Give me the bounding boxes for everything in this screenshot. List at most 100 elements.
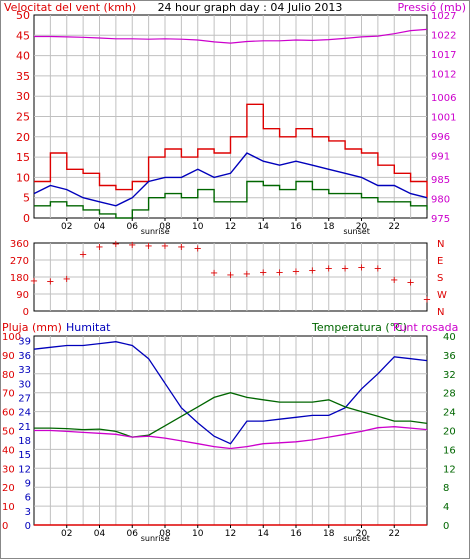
- rain-tick-label: 100: [2, 332, 21, 343]
- compass-label: N: [437, 239, 444, 250]
- wind-tick-label: 15: [16, 151, 30, 164]
- sunrise-label: sunrise: [141, 534, 170, 543]
- humidity-tick-label: 27: [18, 393, 31, 404]
- temperature-line: [34, 392, 428, 438]
- x-tick-label: 02: [61, 222, 72, 232]
- wind-tick-label: 45: [16, 29, 30, 42]
- humidity-tick-label: 21: [18, 422, 31, 433]
- direction-tick-label: 270: [10, 256, 29, 267]
- wind-avg-series: [33, 152, 428, 207]
- humidity-axis-label: Humitat: [66, 321, 111, 334]
- rain-tick-label: 20: [2, 483, 15, 494]
- pressure-tick-label: 985: [431, 175, 450, 186]
- direction-point: +: [95, 242, 103, 253]
- x-tick-label: 10: [192, 529, 204, 539]
- x-tick-label: 20: [356, 222, 368, 232]
- humidity-tick-label: 6: [25, 493, 31, 504]
- pressure-axis-label: Pressió (mb): [397, 1, 466, 14]
- x-tick-label: 08: [159, 222, 171, 232]
- x-tick-label: 04: [94, 529, 106, 539]
- direction-point: +: [259, 267, 267, 278]
- pressure-tick-label: 1001: [431, 113, 456, 124]
- direction-tick-label: 360: [10, 239, 29, 250]
- temperature-tick-label: 36: [443, 351, 456, 362]
- rain-tick-label: 80: [2, 370, 15, 381]
- rain-tick-label: 70: [2, 389, 15, 400]
- pressure-tick-label: 996: [431, 132, 450, 143]
- compass-label: N: [437, 307, 444, 318]
- x-tick-label: 22: [389, 529, 400, 539]
- temperature-tick-label: 32: [443, 370, 456, 381]
- x-tick-label: 20: [356, 529, 368, 539]
- direction-point: +: [406, 278, 414, 289]
- sunset-label: sunset: [343, 227, 370, 236]
- temperature-tick-label: 16: [443, 445, 456, 456]
- direction-point: +: [128, 240, 136, 251]
- rain-tick-label: 90: [2, 351, 15, 362]
- humidity-line: [33, 341, 428, 445]
- humidity-tick-label: 36: [18, 351, 31, 362]
- humidity-tick-label: 24: [18, 408, 31, 419]
- humidity-tick-label: 12: [18, 464, 31, 475]
- temperature-tick-label: 8: [443, 483, 449, 494]
- x-tick-label: 06: [127, 529, 139, 539]
- direction-point: +: [374, 264, 382, 275]
- compass-label: E: [437, 256, 443, 267]
- temperature-tick-label: 20: [443, 427, 456, 438]
- x-tick-label: 18: [323, 222, 335, 232]
- x-tick-label: 16: [290, 222, 302, 232]
- wind-tick-label: 0: [23, 212, 30, 225]
- x-tick-label: 12: [225, 222, 236, 232]
- direction-point: +: [390, 275, 398, 286]
- wind-tick-label: 25: [16, 111, 30, 124]
- temperature-tick-label: 12: [443, 464, 456, 475]
- compass-label: W: [437, 290, 447, 301]
- wind-tick-label: 10: [16, 171, 30, 184]
- x-tick-label: 10: [192, 222, 204, 232]
- direction-point: +: [63, 274, 71, 285]
- direction-point: +: [210, 268, 218, 279]
- wind-tick-label: 50: [16, 9, 30, 22]
- humidity-tick-label: 15: [18, 450, 31, 461]
- direction-point: +: [226, 270, 234, 281]
- temperature-tick-label: 4: [443, 502, 449, 513]
- direction-point: +: [112, 239, 120, 250]
- direction-point: +: [161, 241, 169, 252]
- rain-tick-label: 0: [2, 521, 8, 532]
- direction-point: +: [194, 244, 202, 255]
- wind-tick-label: 40: [16, 50, 30, 63]
- rain-tick-label: 40: [2, 445, 15, 456]
- temperature-tick-label: 24: [443, 408, 456, 419]
- pressure-tick-label: 1012: [431, 70, 456, 81]
- x-tick-label: 14: [258, 529, 270, 539]
- temperature-tick-label: 0: [443, 521, 449, 532]
- wind-tick-label: 20: [16, 131, 30, 144]
- pressure-tick-label: 1027: [431, 11, 456, 22]
- compass-label: S: [437, 273, 443, 284]
- wind-tick-label: 30: [16, 90, 30, 103]
- wind-low-series: [34, 180, 428, 219]
- direction-tick-label: 90: [16, 290, 29, 301]
- direction-point: +: [292, 266, 300, 277]
- direction-point: +: [177, 242, 185, 253]
- direction-point: +: [30, 276, 38, 287]
- direction-tick-label: 180: [10, 273, 29, 284]
- pressure-tick-label: 991: [431, 152, 450, 163]
- pressure-tick-label: 980: [431, 194, 450, 205]
- x-tick-label: 04: [94, 222, 106, 232]
- humidity-tick-label: 3: [25, 507, 31, 518]
- x-tick-label: 16: [290, 529, 302, 539]
- sunrise-label: sunrise: [141, 227, 170, 236]
- pressure-tick-label: 1006: [431, 93, 456, 104]
- pressure-tick-label: 1022: [431, 31, 456, 42]
- humidity-tick-label: 33: [18, 365, 31, 376]
- humidity-tick-label: 9: [25, 478, 31, 489]
- x-tick-label: 18: [323, 529, 335, 539]
- humidity-tick-label: 39: [18, 337, 31, 348]
- x-tick-label: 22: [389, 222, 400, 232]
- rain-tick-label: 30: [2, 464, 15, 475]
- direction-point: +: [308, 265, 316, 276]
- humidity-tick-label: 0: [25, 521, 31, 532]
- temperature-axis-label: Temperatura (°C): [311, 321, 407, 334]
